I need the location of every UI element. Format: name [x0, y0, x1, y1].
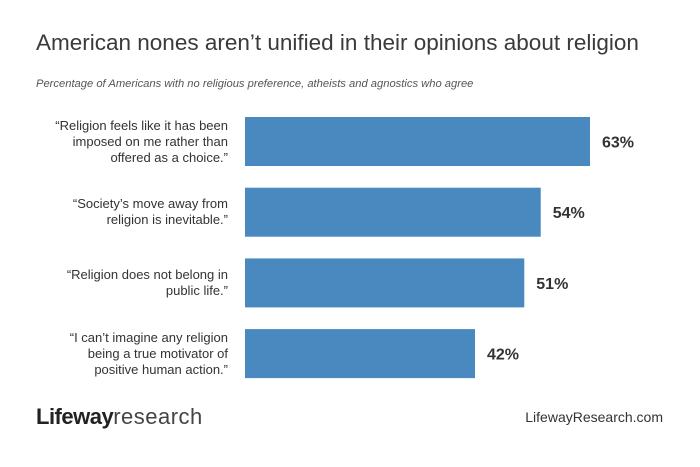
- data-label: 54%: [553, 205, 585, 222]
- bar: [245, 187, 541, 237]
- chart-subtitle: Percentage of Americans with no religiou…: [36, 78, 474, 90]
- bar: [245, 329, 475, 379]
- bar: [245, 258, 525, 308]
- category-label-line: public life.”: [165, 282, 228, 298]
- chart-title: American nones aren’t unified in their o…: [36, 30, 639, 55]
- bar: [245, 117, 590, 166]
- category-label: “I can’t imagine any religion being a tru…: [8, 330, 228, 378]
- category-label: “Society’s move away from religion is ine…: [8, 196, 228, 228]
- lifeway-research-logo: Lifewayresearch: [36, 404, 203, 430]
- data-label: 63%: [602, 135, 634, 152]
- category-label-line: offered as a choice.”: [110, 149, 228, 165]
- category-label-line: being a true motivator of: [87, 345, 228, 361]
- website-url: LifewayResearch.com: [525, 409, 663, 425]
- category-label-line: “Religion does not belong in: [66, 266, 228, 282]
- category-label: “Religion feels like it has been imposed …: [8, 118, 228, 166]
- category-label-line: positive human action.”: [94, 361, 228, 377]
- category-label-line: religion is inevitable.”: [106, 212, 228, 228]
- category-label-line: “Society’s move away from: [72, 196, 228, 212]
- data-label: 42%: [487, 347, 519, 364]
- logo-light: research: [113, 404, 203, 429]
- data-label: 51%: [536, 276, 568, 293]
- category-label-line: “Religion feels like it has been: [55, 117, 228, 133]
- logo-bold: Lifeway: [36, 404, 114, 429]
- category-label-line: imposed on me rather than: [72, 133, 228, 149]
- category-label-line: “I can’t imagine any religion: [69, 329, 228, 345]
- category-label: “Religion does not belong in public life.…: [8, 267, 228, 299]
